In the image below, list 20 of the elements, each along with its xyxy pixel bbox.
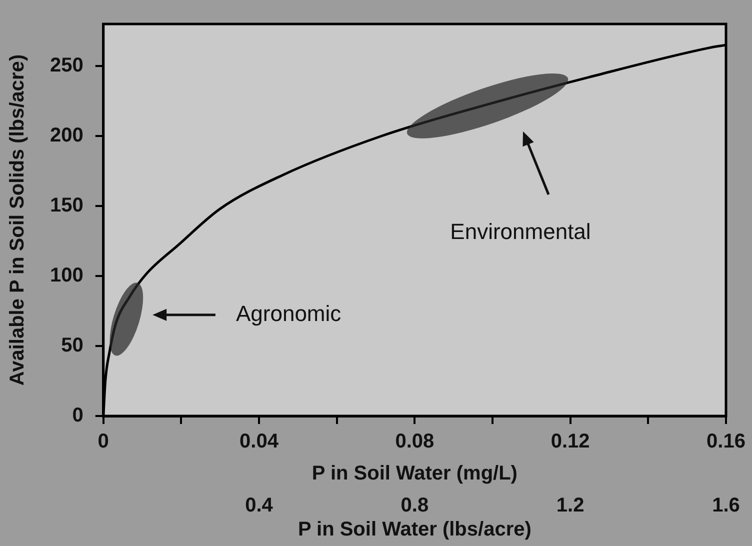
x2-tick-label: 0.8 (400, 494, 429, 517)
x-tick-label: 0.12 (550, 430, 590, 453)
x-tick-label: 0 (98, 430, 109, 453)
y-axis-title: Available P in Soil Solids (lbs/acre) (6, 54, 29, 386)
x2-tick-label: 1.6 (712, 494, 740, 517)
y-tick-label: 200 (50, 124, 84, 147)
x-tick-label: 0.16 (706, 430, 746, 453)
y-tick-label: 50 (61, 334, 84, 357)
annotation: Environmental (450, 219, 591, 244)
y-tick-label: 250 (50, 54, 84, 77)
annotation: Agronomic (236, 300, 342, 326)
x2-tick-label: 0.4 (245, 494, 274, 517)
x2-tick-label: 1.2 (556, 494, 584, 517)
x-tick-label: 0.04 (240, 430, 280, 453)
y-tick-label: 150 (50, 194, 84, 217)
x-axis-title: P in Soil Water (mg/L) (312, 462, 518, 485)
x2-axis-title: P in Soil Water (lbs/acre) (298, 518, 532, 541)
y-tick-label: 100 (50, 264, 84, 287)
x-tick-label: 0.08 (395, 430, 434, 453)
y-tick-label: 0 (72, 404, 84, 427)
